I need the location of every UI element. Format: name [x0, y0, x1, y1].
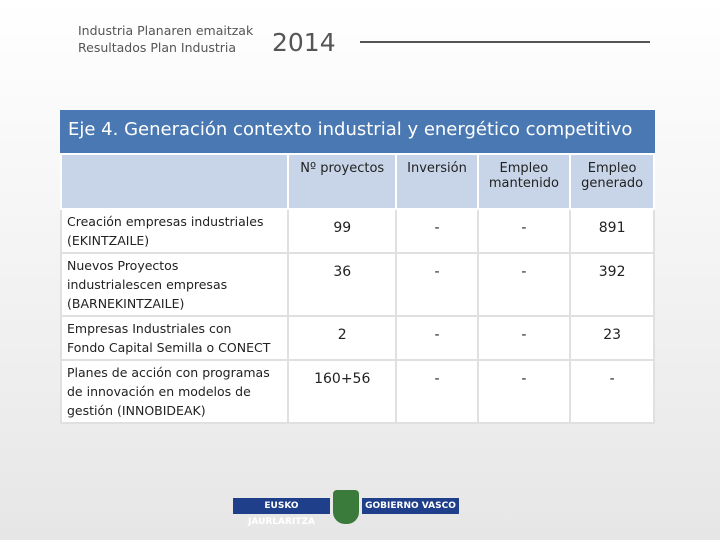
emblem [333, 490, 359, 524]
cell: 891 [569, 208, 655, 254]
label-line: (EKINTZAILE) [67, 233, 150, 248]
row: Creación empresas industriales (EKINTZAIL… [60, 208, 655, 254]
label-line: gestión (INNOBIDEAK) [67, 403, 206, 418]
header-cell: Inversión [395, 153, 479, 210]
cell: - [395, 208, 479, 254]
cell: - [569, 359, 655, 424]
cell: - [395, 252, 479, 317]
cell: - [476, 359, 572, 424]
cell: 23 [569, 315, 655, 361]
row-label: Planes de acción con programas de innovac… [60, 359, 289, 424]
header-cell [60, 153, 289, 210]
label-line: Nuevos Proyectos [67, 258, 179, 273]
cell: 2 [286, 315, 398, 361]
cell: - [476, 208, 572, 254]
row-label: Empresas Industriales con Fondo Capital S… [60, 315, 289, 361]
logo-left: EUSKO JAURLARITZA [233, 498, 330, 527]
table: Nº proyectos Inversión Empleo mantenido Empl… [60, 153, 655, 424]
banner: Eje 4. Generación contexto industrial y … [60, 110, 655, 153]
year: 2014 [272, 28, 336, 57]
header-line: Resultados Plan Industria [78, 40, 237, 55]
header-cell: Nº proyectos [286, 153, 398, 210]
header-line: mantenido [488, 176, 559, 191]
header-row: Nº proyectos Inversión Empleo mantenido Empl… [60, 153, 655, 210]
label-line: Creación empresas industriales [67, 214, 264, 229]
row: Empresas Industriales con Fondo Capital S… [60, 315, 655, 361]
row: Planes de acción con programas de innovac… [60, 359, 655, 424]
label-line: de innovación en modelos de [67, 384, 251, 399]
header-line: Inversión [407, 161, 467, 176]
cell: - [476, 252, 572, 317]
label-line: Fondo Capital Semilla o CONECT [67, 340, 271, 355]
header: Industria Planaren emaitzak Resultados P… [78, 22, 253, 56]
cell: 392 [569, 252, 655, 317]
header-line: Empleo [587, 161, 637, 176]
label-line: Empresas Industriales con [67, 321, 232, 336]
rule [360, 41, 650, 43]
label-line: Planes de acción con programas [67, 365, 270, 380]
cell: - [395, 315, 479, 361]
cell: 160+56 [286, 359, 398, 424]
header-line: Empleo [499, 161, 549, 176]
header-line: Industria Planaren emaitzak [78, 23, 254, 38]
header-cell: Empleo mantenido [476, 153, 572, 210]
row: Nuevos Proyectos industrialescen empresas… [60, 252, 655, 317]
logo-right: GOBIERNO VASCO [362, 498, 459, 514]
cell: - [476, 315, 572, 361]
header-line: Nº proyectos [300, 161, 385, 176]
cell: - [395, 359, 479, 424]
label-line: (BARNEKINTZAILE) [67, 296, 185, 311]
row-label: Nuevos Proyectos industrialescen empresas… [60, 252, 289, 317]
header-cell: Empleo generado [569, 153, 655, 210]
row-label: Creación empresas industriales (EKINTZAIL… [60, 208, 289, 254]
header-line: generado [581, 176, 644, 191]
cell: 99 [286, 208, 398, 254]
cell: 36 [286, 252, 398, 317]
label-line: industrialescen empresas [67, 277, 228, 292]
